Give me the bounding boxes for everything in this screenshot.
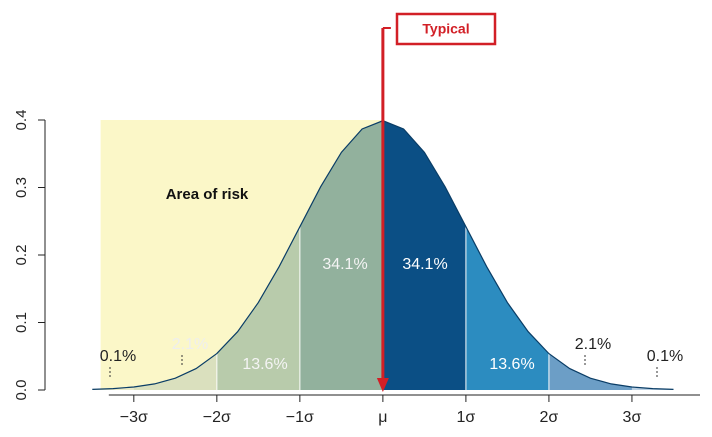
typical-box <box>395 12 497 46</box>
y-tick-label: 0.4 <box>13 110 30 131</box>
y-tick-label: 0.2 <box>13 245 30 266</box>
typical-label: Typical <box>422 21 469 37</box>
percent-label: 13.6% <box>489 356 534 373</box>
percent-label: 34.1% <box>322 256 367 273</box>
percent-label: 2.1% <box>575 336 611 353</box>
percent-label: 2.1% <box>172 336 208 353</box>
percent-label: 0.1% <box>647 348 683 365</box>
segment <box>133 353 217 390</box>
x-tick-label: −2σ <box>203 409 231 426</box>
typical-arrowhead <box>376 378 389 392</box>
percent-label: 34.1% <box>402 256 447 273</box>
y-tick-label: 0.0 <box>13 380 30 401</box>
x-tick-label: 2σ <box>540 409 559 426</box>
x-tick-label: −3σ <box>120 409 148 426</box>
percent-label: 0.1% <box>100 348 136 365</box>
x-tick-label: −1σ <box>286 409 314 426</box>
y-tick-label: 0.1 <box>13 312 30 333</box>
percent-label: 13.6% <box>242 356 287 373</box>
x-tick-label: 1σ <box>457 409 476 426</box>
x-tick-label: μ <box>378 409 387 426</box>
x-tick-label: 3σ <box>623 409 642 426</box>
risk-area-label: Area of risk <box>166 186 249 203</box>
segment <box>548 353 632 390</box>
y-tick-label: 0.3 <box>13 177 30 198</box>
